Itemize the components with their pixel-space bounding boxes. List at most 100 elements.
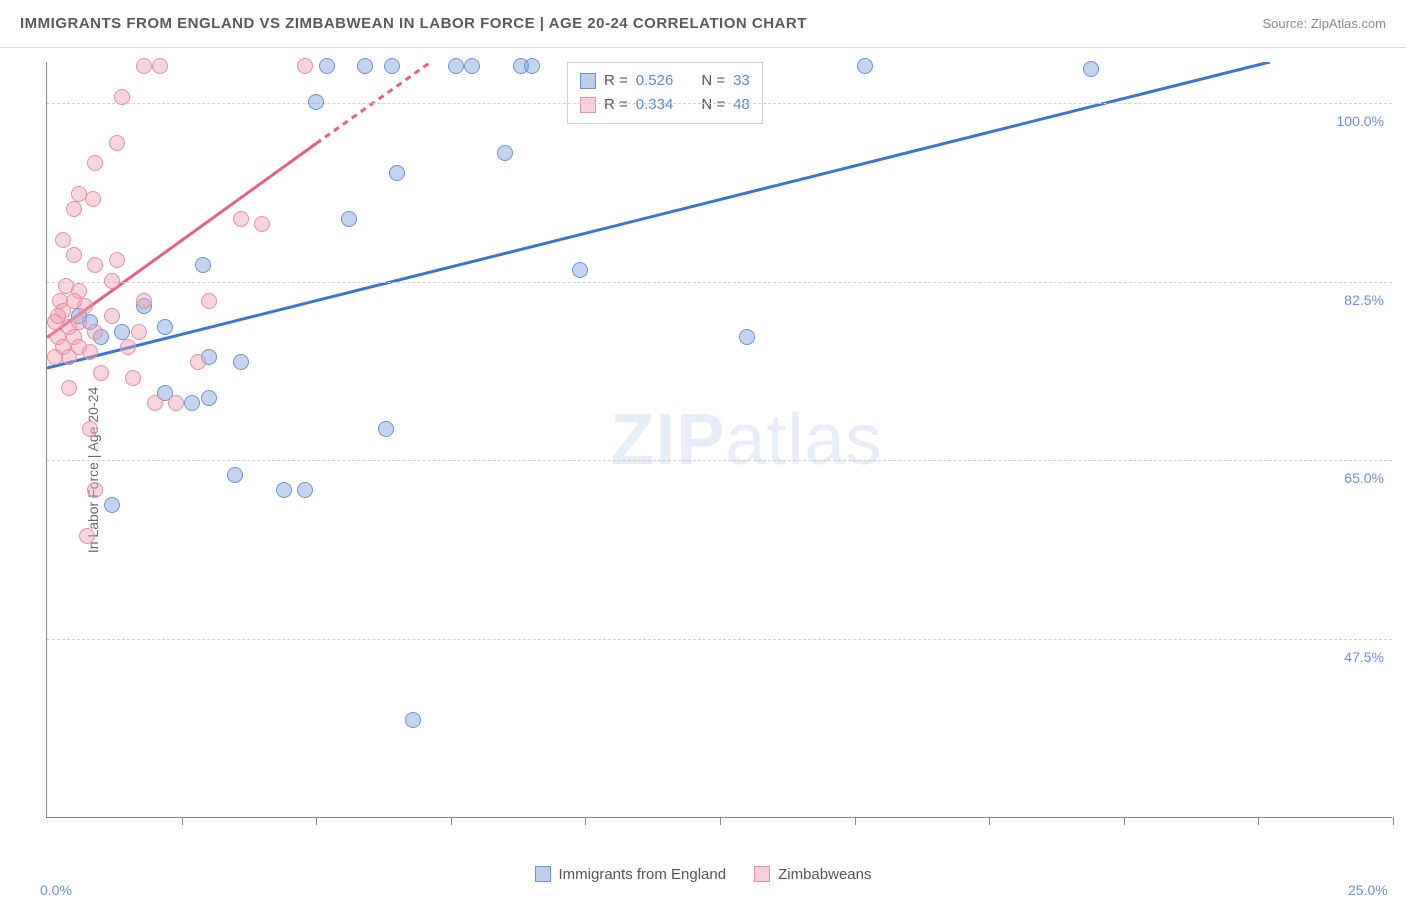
data-point — [739, 329, 755, 345]
data-point — [85, 191, 101, 207]
y-tick-label: 65.0% — [1344, 470, 1384, 486]
data-point — [227, 467, 243, 483]
y-tick-label: 47.5% — [1344, 649, 1384, 665]
data-point — [1083, 61, 1099, 77]
chart-area: In Labor Force | Age 20-24 ZIPatlas R =0… — [0, 48, 1406, 892]
data-point — [405, 712, 421, 728]
data-point — [341, 211, 357, 227]
legend-swatch — [754, 866, 770, 882]
trend-lines — [47, 62, 1392, 817]
x-tick — [855, 817, 856, 825]
correlation-legend: R =0.526N =33R =0.334N =48 — [567, 62, 763, 124]
data-point — [147, 395, 163, 411]
data-point — [66, 247, 82, 263]
data-point — [82, 421, 98, 437]
gridline — [47, 103, 1392, 104]
data-point — [114, 89, 130, 105]
legend-row: R =0.526N =33 — [580, 69, 750, 93]
data-point — [61, 380, 77, 396]
data-point — [87, 482, 103, 498]
data-point — [87, 257, 103, 273]
data-point — [131, 324, 147, 340]
legend-item: Immigrants from England — [535, 866, 727, 883]
data-point — [497, 145, 513, 161]
data-point — [104, 308, 120, 324]
data-point — [308, 94, 324, 110]
data-point — [524, 58, 540, 74]
gridline — [47, 639, 1392, 640]
data-point — [79, 528, 95, 544]
data-point — [93, 365, 109, 381]
data-point — [55, 232, 71, 248]
data-point — [157, 319, 173, 335]
x-tick — [585, 817, 586, 825]
legend-row: R = 0.334 N = 48 — [580, 93, 750, 117]
data-point — [184, 395, 200, 411]
data-point — [464, 58, 480, 74]
data-point — [136, 293, 152, 309]
data-point — [136, 58, 152, 74]
data-point — [125, 370, 141, 386]
data-point — [168, 395, 184, 411]
n-value: 48 — [733, 93, 750, 117]
r-label: R = — [604, 93, 628, 117]
data-point — [71, 314, 87, 330]
data-point — [201, 293, 217, 309]
n-value: 33 — [733, 69, 750, 93]
legend-item: Zimbabweans — [754, 866, 871, 883]
data-point — [297, 58, 313, 74]
data-point — [448, 58, 464, 74]
chart-title: IMMIGRANTS FROM ENGLAND VS ZIMBABWEAN IN… — [20, 15, 807, 32]
legend-label: Zimbabweans — [778, 866, 871, 883]
data-point — [82, 344, 98, 360]
legend-label: Immigrants from England — [559, 866, 727, 883]
data-point — [276, 482, 292, 498]
data-point — [114, 324, 130, 340]
data-point — [190, 354, 206, 370]
x-tick — [989, 817, 990, 825]
x-tick — [316, 817, 317, 825]
data-point — [66, 201, 82, 217]
data-point — [389, 165, 405, 181]
r-value: 0.334 — [636, 93, 674, 117]
watermark: ZIPatlas — [610, 399, 882, 481]
x-tick — [451, 817, 452, 825]
data-point — [857, 58, 873, 74]
n-label: N = — [701, 69, 725, 93]
y-tick-label: 82.5% — [1344, 292, 1384, 308]
data-point — [109, 135, 125, 151]
data-point — [195, 257, 211, 273]
data-point — [152, 58, 168, 74]
legend-swatch — [535, 866, 551, 882]
data-point — [233, 354, 249, 370]
n-label: N = — [701, 93, 725, 117]
series-legend: Immigrants from England Zimbabweans — [0, 866, 1406, 887]
data-point — [233, 211, 249, 227]
data-point — [104, 497, 120, 513]
data-point — [66, 293, 82, 309]
x-tick — [1258, 817, 1259, 825]
r-label: R = — [604, 69, 628, 93]
data-point — [201, 390, 217, 406]
legend-swatch — [580, 73, 596, 89]
data-point — [572, 262, 588, 278]
data-point — [87, 324, 103, 340]
data-point — [319, 58, 335, 74]
data-point — [109, 252, 125, 268]
data-point — [357, 58, 373, 74]
x-tick — [1124, 817, 1125, 825]
data-point — [61, 349, 77, 365]
data-point — [384, 58, 400, 74]
chart-header: IMMIGRANTS FROM ENGLAND VS ZIMBABWEAN IN… — [0, 0, 1406, 48]
data-point — [50, 308, 66, 324]
legend-swatch — [580, 97, 596, 113]
chart-source: Source: ZipAtlas.com — [1262, 16, 1386, 31]
x-tick — [1393, 817, 1394, 825]
data-point — [378, 421, 394, 437]
data-point — [104, 273, 120, 289]
gridline — [47, 460, 1392, 461]
x-tick — [182, 817, 183, 825]
gridline — [47, 282, 1392, 283]
data-point — [297, 482, 313, 498]
x-tick — [720, 817, 721, 825]
